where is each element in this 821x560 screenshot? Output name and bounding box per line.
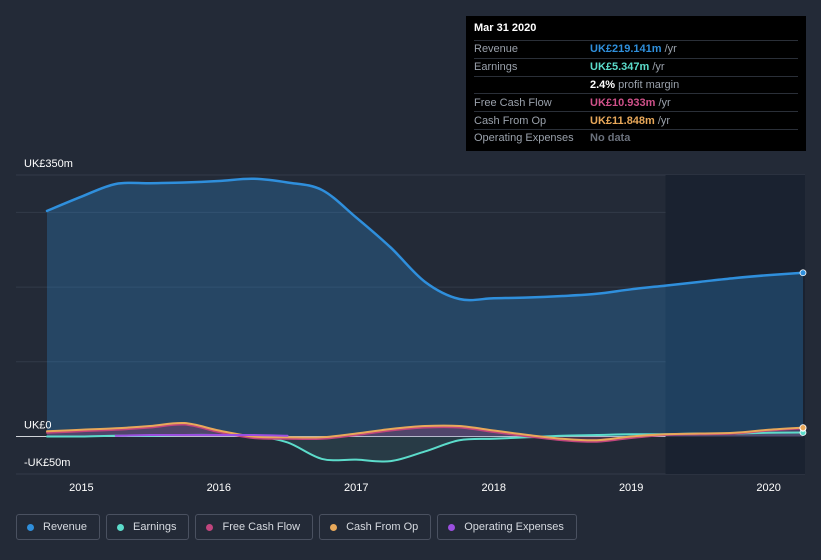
legend-label: Revenue [43,521,88,533]
x-axis-labels: 2015 2016 2017 2018 2019 2020 [69,482,781,494]
x-tick-label: 2017 [344,482,368,494]
legend-dot-icon [206,523,214,531]
tooltip-row: Operating Expenses No data [474,128,798,147]
series-endpoint-cash-from-op [799,424,807,432]
tooltip-row: Cash From Op UK£11.848m/yr [474,111,798,129]
legend-label: Operating Expenses [464,521,564,533]
tooltip-row-unit: /yr [658,96,671,109]
series-endpoints [799,269,807,436]
tooltip-row-value: No data [590,132,631,145]
tooltip-row-label: Earnings [474,61,518,74]
legend-item-earnings[interactable]: Earnings [106,514,190,540]
tooltip-row-unit: /yr [664,43,677,56]
tooltip-row-label: Cash From Op [474,114,547,127]
legend-dot-icon [27,523,34,531]
tooltip-row-unit: /yr [652,61,665,74]
tooltip-row: Earnings UK£5.347m/yr [474,57,798,76]
series-area-earnings [47,432,803,462]
chart-legend: Revenue Earnings Free Cash Flow Cash From O… [16,514,577,540]
tooltip-row-value: UK£5.347m [590,61,650,74]
series-line-revenue [45,177,805,302]
legend-item-operating-expenses[interactable]: Operating Expenses [437,514,577,540]
legend-dot-icon [117,523,125,531]
legend-label: Cash From Op [346,521,419,533]
tooltip-row: 2.4% profit margin [474,75,798,94]
legend-label: Earnings [133,521,177,533]
series-lines [45,177,805,463]
series-areas [47,178,803,462]
x-tick-label: 2016 [207,482,231,494]
legend-dot-icon [448,523,456,531]
series-line-cash-from-op [46,421,804,442]
tooltip-row-label: Operating Expenses [474,132,574,145]
tooltip-row-value: UK£10.933m [590,96,656,109]
series-area-revenue [47,178,803,437]
tooltip-row: Free Cash Flow UK£10.933m/yr [474,93,798,111]
legend-label: Free Cash Flow [222,521,301,533]
series-endpoint-revenue [799,269,807,277]
x-tick-label: 2020 [756,482,780,494]
legend-item-free-cash-flow[interactable]: Free Cash Flow [195,514,314,540]
tooltip-row-label: Free Cash Flow [474,96,552,109]
tooltip-row-unit: /yr [657,114,671,127]
legend-dot-icon [330,523,338,531]
tooltip-row-value: UK£11.848m [590,114,655,127]
tooltip-date: Mar 31 2020 [474,22,537,34]
tooltip-row-label: Revenue [474,43,519,56]
series-area-free-cash-flow [47,424,803,442]
tooltip-row: Revenue UK£219.141m/yr [474,40,798,58]
data-tooltip: Mar 31 2020 Revenue UK£219.141m/yr Earning… [466,16,806,151]
y-axis-labels: UK£350m UK£0 -UK£50m [24,158,73,469]
tooltip-rows: Revenue UK£219.141m/yr Earnings UK£5.347m/y… [474,40,798,147]
y-tick-label: -UK£50m [24,457,70,469]
series-line-operating-expenses [114,433,289,437]
tooltip-row-value: 2.4% [590,78,616,91]
tooltip-row-value: UK£219.141m [590,43,662,56]
y-tick-label: UK£0 [24,420,52,432]
tooltip-row-unit: profit margin [618,78,680,91]
x-tick-label: 2019 [619,482,643,494]
legend-item-cash-from-op[interactable]: Cash From Op [319,514,432,540]
x-tick-label: 2018 [481,482,505,494]
forecast-highlight-region [665,175,805,474]
x-tick-label: 2015 [69,482,93,494]
y-tick-label: UK£350m [24,158,73,170]
legend-item-revenue[interactable]: Revenue [16,514,101,540]
